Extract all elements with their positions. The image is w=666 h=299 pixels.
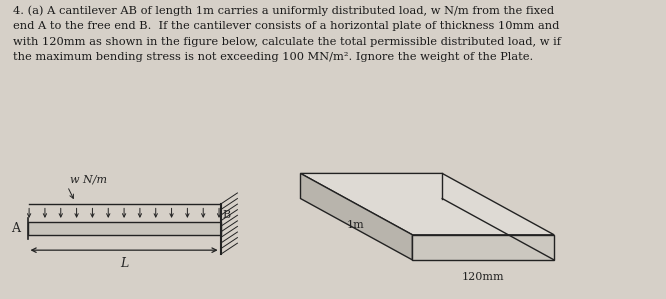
Polygon shape — [300, 173, 412, 260]
Text: A: A — [11, 222, 21, 235]
Text: 4. (a) A cantilever AB of length 1m carries a uniformly distributed load, w N/m : 4. (a) A cantilever AB of length 1m carr… — [13, 6, 561, 62]
Text: w N/m: w N/m — [71, 174, 107, 184]
Text: B: B — [222, 210, 230, 220]
Text: 120mm: 120mm — [462, 272, 505, 283]
Text: 1m: 1m — [346, 220, 364, 230]
Bar — [27, 222, 220, 235]
Polygon shape — [300, 173, 554, 235]
Text: L: L — [120, 257, 128, 270]
Polygon shape — [412, 235, 554, 260]
